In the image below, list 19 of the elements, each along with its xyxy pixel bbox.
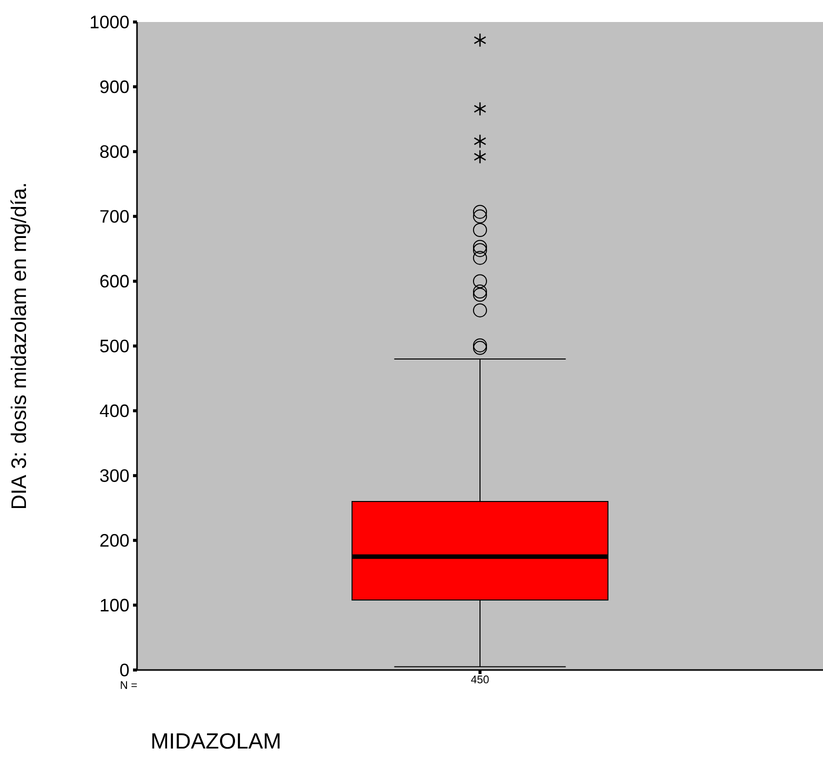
y-tick-label: 200 [100,534,129,547]
y-tick-label: 400 [100,404,129,418]
point [474,32,486,48]
y-tick-label: 100 [100,598,129,612]
y-tick-label: 600 [100,274,129,288]
text: N = [120,681,137,689]
point [474,102,486,116]
y-tick-label: 800 [100,145,129,158]
y-tick-label: 0 [120,664,129,676]
y-tick-label: 500 [100,340,129,352]
x-axis-title: MIDAZOLAM [152,733,280,749]
x-tick-label: 450 [471,676,489,684]
y-tick-label: 300 [100,469,129,482]
point [474,150,486,164]
point [474,134,486,148]
y-tick-label: 900 [100,80,129,94]
y-axis-title: DIA 3: dosis midazolam en mg/día. [10,184,30,508]
y-tick-label: 700 [100,210,129,223]
y-tick-label: 1000 [90,16,129,28]
